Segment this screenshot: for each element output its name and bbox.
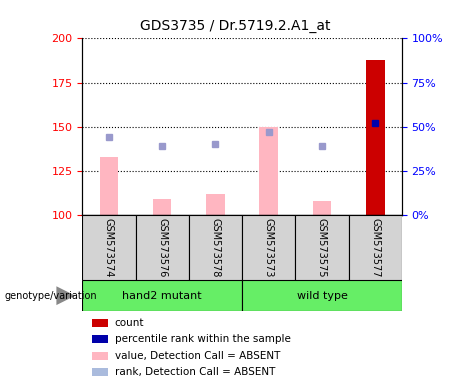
Text: GSM573573: GSM573573 — [264, 218, 274, 277]
Bar — [242, 215, 295, 280]
Text: GSM573577: GSM573577 — [370, 218, 380, 277]
Bar — [100, 157, 118, 215]
Bar — [206, 194, 225, 215]
Bar — [295, 215, 349, 280]
Bar — [92, 319, 108, 327]
Text: GSM573575: GSM573575 — [317, 218, 327, 277]
Bar — [92, 368, 108, 376]
Bar — [82, 280, 242, 311]
Bar — [259, 127, 278, 215]
Text: rank, Detection Call = ABSENT: rank, Detection Call = ABSENT — [115, 367, 275, 377]
Bar — [153, 199, 172, 215]
Text: percentile rank within the sample: percentile rank within the sample — [115, 334, 290, 344]
Bar — [82, 215, 135, 280]
Bar — [135, 215, 189, 280]
Bar — [349, 215, 402, 280]
Text: wild type: wild type — [297, 291, 347, 301]
Text: GSM573574: GSM573574 — [104, 218, 114, 277]
Bar — [189, 215, 242, 280]
Bar — [313, 201, 331, 215]
Bar — [92, 352, 108, 359]
Bar — [242, 280, 402, 311]
Text: count: count — [115, 318, 144, 328]
Text: GSM573576: GSM573576 — [157, 218, 167, 277]
Text: GSM573578: GSM573578 — [211, 218, 220, 277]
Bar — [92, 336, 108, 343]
Text: hand2 mutant: hand2 mutant — [122, 291, 202, 301]
Bar — [366, 60, 384, 215]
Text: GDS3735 / Dr.5719.2.A1_at: GDS3735 / Dr.5719.2.A1_at — [140, 19, 330, 33]
Text: genotype/variation: genotype/variation — [5, 291, 97, 301]
Text: value, Detection Call = ABSENT: value, Detection Call = ABSENT — [115, 351, 280, 361]
Polygon shape — [56, 286, 75, 305]
